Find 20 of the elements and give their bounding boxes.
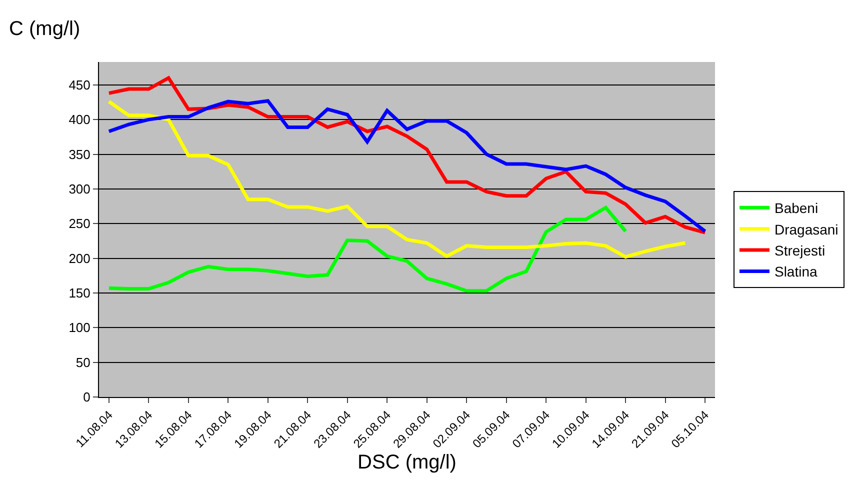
x-axis-title: DSC (mg/l) (358, 451, 456, 474)
y-tick-label: 400 (68, 112, 90, 128)
y-tick-label: 450 (68, 77, 90, 92)
y-tick-label: 300 (68, 181, 90, 196)
y-tick-label: 200 (68, 250, 90, 266)
line-series (107, 99, 707, 233)
y-tick-label: 0 (83, 390, 90, 405)
y-tick-label: 350 (68, 146, 90, 162)
y-axis-title: C (mg/l) (9, 18, 80, 40)
legend-label: Slatina (774, 264, 818, 280)
y-tick-label: 250 (68, 216, 90, 232)
line-series (107, 76, 707, 234)
line-series (107, 100, 687, 259)
y-tick-label: 150 (68, 286, 90, 301)
y-tick-label: 50 (76, 354, 90, 370)
legend-label: Dragasani (774, 221, 838, 238)
y-tick-label: 100 (68, 320, 90, 336)
legend-label: Babeni (774, 200, 818, 216)
line-series (107, 206, 628, 293)
legend-label: Strejesti (774, 242, 826, 259)
